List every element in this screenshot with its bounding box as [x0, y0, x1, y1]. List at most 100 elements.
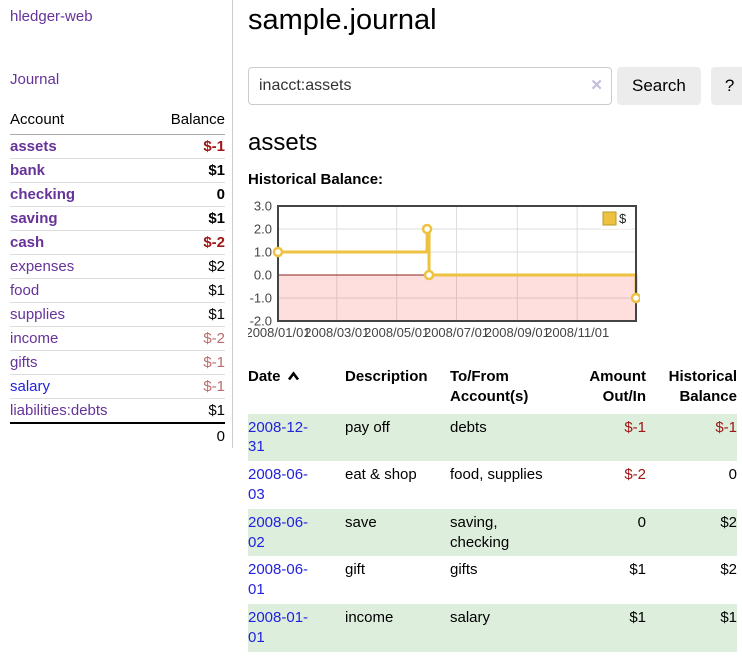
register-balance: $1: [720, 608, 737, 626]
account-balance: $-2: [203, 330, 225, 347]
register-description: pay off: [345, 418, 390, 436]
sidebar-account-link-food[interactable]: food: [10, 282, 40, 299]
register-description: save: [345, 513, 377, 531]
account-row: expenses $2: [10, 254, 225, 279]
accounts-total-value: 0: [216, 428, 225, 445]
account-cell: bank: [10, 159, 148, 183]
register-accounts: gifts: [450, 561, 478, 579]
register-description: income: [345, 608, 394, 626]
data-point-marker: [421, 223, 433, 235]
data-point-marker: [423, 269, 435, 281]
y-tick-label: 3.0: [254, 199, 272, 214]
y-tick-label: 2.0: [254, 222, 272, 237]
account-balance: $1: [208, 210, 225, 227]
sidebar-account-link-checking[interactable]: checking: [10, 186, 76, 203]
sidebar-account-link-supplies[interactable]: supplies: [10, 306, 66, 323]
y-tick-label: -1.0: [250, 291, 272, 306]
register-row: 2008-01-01 income salary $1 $1: [248, 603, 737, 652]
accounts-table: Account Balance assets $-1 bank $1 checking 0…: [10, 109, 225, 448]
plot-border: [277, 205, 637, 322]
account-row: cash $-2: [10, 230, 225, 255]
account-row: salary $-1: [10, 374, 225, 399]
search-input-wrap: ✕: [248, 67, 612, 105]
account-cell: expenses: [10, 255, 148, 279]
register-table: Date Description To/From Account(s) Amount Ou…: [248, 365, 737, 652]
account-cell: checking: [10, 183, 148, 207]
account-cell: liabilities:debts: [10, 399, 148, 424]
account-row: supplies $1: [10, 302, 225, 327]
account-row: assets $-1: [10, 134, 225, 159]
account-cell: food: [10, 279, 148, 303]
search-button[interactable]: Search: [617, 67, 701, 105]
sidebar-account-link-saving[interactable]: saving: [10, 210, 58, 227]
account-balance: $-1: [203, 354, 225, 371]
sidebar-account-link-income[interactable]: income: [10, 330, 59, 347]
account-balance: $1: [208, 282, 225, 299]
help-button[interactable]: ?: [710, 67, 742, 105]
account-row: bank $1: [10, 158, 225, 183]
register-accounts: salary: [450, 608, 491, 626]
x-tick-label: 2008/11/01: [545, 325, 609, 340]
register-description: eat & shop: [345, 466, 417, 484]
account-cell: gifts: [10, 351, 148, 375]
register-amount: $-2: [624, 466, 646, 484]
account-cell: assets: [10, 135, 148, 159]
x-tick-label: 2008/01/01: [248, 325, 311, 340]
sidebar-account-link-cash[interactable]: cash: [10, 234, 45, 251]
register-amount: $1: [629, 561, 646, 579]
register-date-cell: 2008-06-02: [248, 509, 345, 557]
register-description: gift: [345, 561, 366, 579]
accounts-total-spacer: [10, 423, 148, 448]
register-row: 2008-12-31 pay off debts $-1 $-1: [248, 413, 737, 462]
search-input[interactable]: [248, 67, 612, 105]
accounts-header-account: Account: [10, 111, 65, 128]
register-date-link[interactable]: 2008-06-03: [248, 466, 309, 503]
account-balance: $1: [208, 162, 225, 179]
register-date-cell: 2008-06-01: [248, 556, 345, 604]
accounts-header-balance: Balance: [170, 111, 225, 128]
account-cell: saving: [10, 207, 148, 231]
accounts-table-header: Account Balance: [10, 109, 225, 135]
register-date-link[interactable]: 2008-06-02: [248, 513, 309, 551]
sidebar-account-link-bank[interactable]: bank: [10, 162, 46, 179]
chart-label: Historical Balance:: [248, 171, 384, 188]
register-accounts: food, supplies: [450, 466, 543, 484]
legend-swatch: [602, 211, 617, 226]
account-balance: $1: [208, 306, 225, 323]
sort-ascending-icon: [287, 371, 299, 381]
account-row: income $-2: [10, 326, 225, 351]
x-tick-label: 2008/03/01: [304, 325, 369, 340]
historical-balance-chart: $3.0 2.0 1.0 0.0 -1.0 -2.0 2008/01/01 2008/03/0…: [245, 198, 742, 345]
account-balance: $-1: [203, 138, 225, 155]
register-header-date[interactable]: Date: [248, 365, 345, 414]
register-balance: $2: [720, 561, 737, 579]
app-title-link[interactable]: hledger-web: [10, 8, 93, 25]
account-balance: $1: [208, 402, 225, 419]
sidebar-account-link-salary[interactable]: salary: [10, 378, 51, 395]
sidebar-account-link-gifts[interactable]: gifts: [10, 354, 38, 371]
account-balance: $-2: [203, 234, 225, 251]
account-balance: $-1: [203, 378, 225, 395]
page-title: sample.journal: [248, 4, 437, 36]
register-date-link[interactable]: 2008-12-31: [248, 418, 309, 456]
register-header-historical: Historical Balance: [668, 368, 737, 405]
account-cell: salary: [10, 375, 148, 399]
register-row: 2008-06-01 gift gifts $1 $2: [248, 556, 737, 604]
clear-search-icon[interactable]: ✕: [590, 77, 603, 94]
register-row: 2008-06-02 save saving, checking 0 $2: [248, 508, 737, 557]
y-tick-label: -2.0: [250, 314, 272, 329]
register-date-link[interactable]: 2008-06-01: [248, 561, 309, 599]
sidebar-account-link-liabilities-debts[interactable]: liabilities:debts: [10, 402, 108, 419]
sidebar-account-link-assets[interactable]: assets: [10, 138, 57, 155]
account-row: liabilities:debts $1: [10, 398, 225, 424]
sidebar-account-link-expenses[interactable]: expenses: [10, 258, 75, 275]
register-date-link[interactable]: 2008-01-01: [248, 608, 309, 646]
account-row: checking 0: [10, 182, 225, 207]
chart-svg: $3.0 2.0 1.0 0.0 -1.0 -2.02008/01/012008/03/0…: [245, 199, 642, 340]
sidebar-item-journal[interactable]: Journal: [10, 71, 60, 88]
register-date-cell: 2008-01-01: [248, 604, 345, 652]
register-balance: $2: [720, 513, 737, 531]
accounts-total-row: 0: [10, 423, 225, 448]
data-point-marker: [630, 292, 642, 304]
